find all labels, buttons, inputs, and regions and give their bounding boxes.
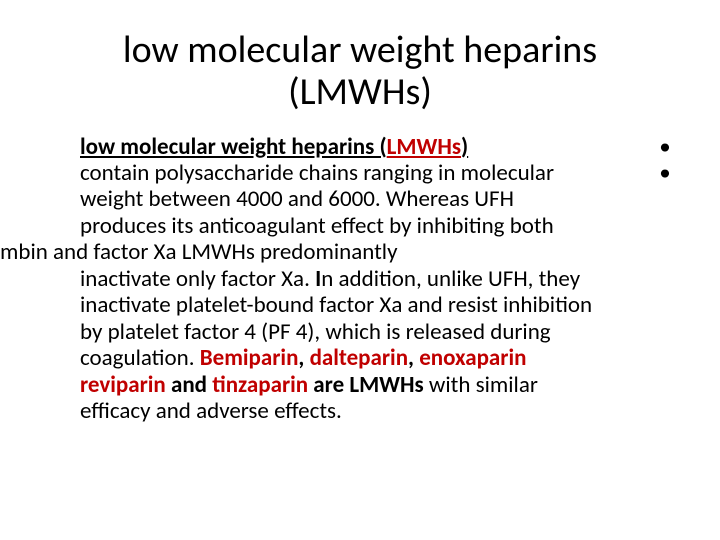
b2-line4: mbin and factor Xa LMWHs predominantly bbox=[0, 239, 650, 265]
b2-line9b: and bbox=[166, 371, 212, 399]
b2-line8c: , bbox=[298, 344, 309, 372]
bullet-2-line5-row: inactivate only factor Xa. In addition, … bbox=[0, 266, 680, 292]
b2-line5c: n addition, unlike UFH, they bbox=[321, 265, 580, 293]
bullet-2-mark: • bbox=[650, 160, 680, 186]
b2-line6: inactivate platelet-bound factor Xa and … bbox=[0, 292, 650, 318]
b2-line5a: inactivate only factor Xa. bbox=[80, 265, 315, 293]
bullet-2-line8-row: coagulation. Bemiparin, dalteparin, enox… bbox=[0, 345, 680, 371]
bullet-2-line9-row: reviparin and tinzaparin are LMWHs with … bbox=[0, 372, 680, 398]
bullet-2-line7-row: by platelet factor 4 (PF 4), which is re… bbox=[0, 319, 680, 345]
bullet-1-text: low molecular weight heparins (LMWHs) bbox=[0, 134, 650, 160]
b2-line8d: dalteparin bbox=[310, 344, 408, 372]
b2-line9e: with similar bbox=[429, 371, 538, 399]
b2-line10: efficacy and adverse effects. bbox=[0, 398, 650, 424]
b2-line1: contain polysaccharide chains ranging in… bbox=[0, 160, 650, 186]
bullet-2-line1: contain polysaccharide chains ranging in… bbox=[0, 160, 680, 186]
slide: low molecular weight heparins (LMWHs) lo… bbox=[0, 0, 720, 540]
b2-line9a: reviparin bbox=[80, 371, 166, 399]
bullet-2-line10-row: efficacy and adverse effects. bbox=[0, 398, 680, 424]
b2-line8b: Bemiparin bbox=[200, 344, 299, 372]
b2-line7: by platelet factor 4 (PF 4), which is re… bbox=[0, 319, 650, 345]
b2-line8: coagulation. Bemiparin, dalteparin, enox… bbox=[0, 345, 650, 371]
b2-line5: inactivate only factor Xa. In addition, … bbox=[0, 266, 650, 292]
bullet-2-line3-row: produces its anticoagulant effect by inh… bbox=[0, 213, 680, 239]
b1-post: ) bbox=[461, 133, 468, 161]
bullet-2-line6-row: inactivate platelet-bound factor Xa and … bbox=[0, 292, 680, 318]
b2-line3: produces its anticoagulant effect by inh… bbox=[0, 213, 650, 239]
b2-line8a: coagulation. bbox=[80, 344, 200, 372]
bullet-1: low molecular weight heparins (LMWHs) • bbox=[0, 134, 680, 160]
b1-lmwh: LMWHs bbox=[387, 133, 461, 161]
slide-title: low molecular weight heparins (LMWHs) bbox=[80, 30, 640, 114]
bullet-2-line2-row: weight between 4000 and 6000. Whereas UF… bbox=[0, 186, 680, 212]
b2-line9d: are LMWHs bbox=[308, 371, 429, 399]
slide-body: low molecular weight heparins (LMWHs) • … bbox=[0, 134, 680, 425]
b2-line8e: , bbox=[408, 344, 419, 372]
bullet-1-mark: • bbox=[650, 134, 680, 160]
b2-line2: weight between 4000 and 6000. Whereas UF… bbox=[0, 186, 650, 212]
b2-line8f: enoxaparin bbox=[419, 344, 526, 372]
b2-line9: reviparin and tinzaparin are LMWHs with … bbox=[0, 372, 650, 398]
b2-line9c: tinzaparin bbox=[212, 371, 308, 399]
bullet-2-line4-row: mbin and factor Xa LMWHs predominantly bbox=[0, 239, 680, 265]
b1-pre: low molecular weight heparins ( bbox=[80, 133, 387, 161]
